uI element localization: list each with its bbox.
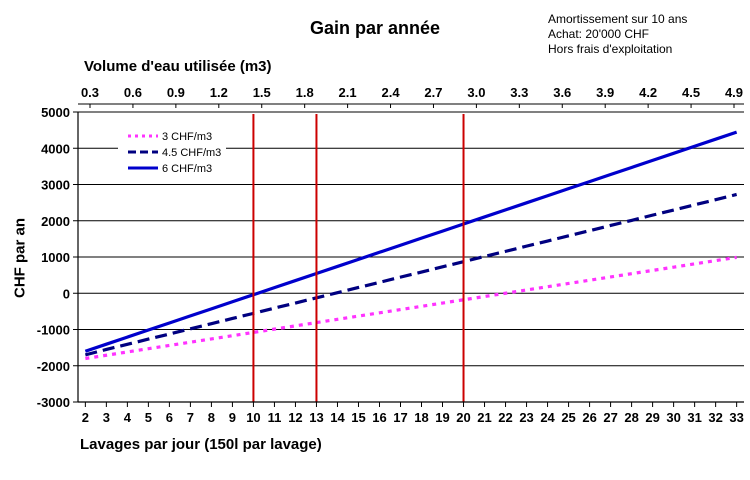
y-tick-label: 2000 <box>41 214 70 229</box>
x-tick-label: 15 <box>351 410 365 425</box>
y-tick-label: 0 <box>63 286 70 301</box>
x-tick-label: 22 <box>498 410 512 425</box>
x-tick-label: 5 <box>145 410 152 425</box>
x-tick-label: 12 <box>288 410 302 425</box>
x-tick-label: 27 <box>603 410 617 425</box>
x-tick-label: 32 <box>708 410 722 425</box>
x-tick-label: 6 <box>166 410 173 425</box>
x-tick-label: 3 <box>103 410 110 425</box>
x-tick-label: 28 <box>624 410 638 425</box>
x2-tick-label: 3.9 <box>596 85 614 100</box>
y-tick-label: -3000 <box>37 395 70 410</box>
x2-tick-label: 3.3 <box>510 85 528 100</box>
series-line-2 <box>84 192 738 357</box>
x-tick-label: 14 <box>330 410 345 425</box>
x2-axis-title: Volume d'eau utilisée (m3) <box>84 58 272 75</box>
x-tick-label: 23 <box>519 410 533 425</box>
x2-tick-label: 3.0 <box>467 85 485 100</box>
x2-tick-label: 2.1 <box>339 85 357 100</box>
note-purchase: Achat: 20'000 CHF <box>548 27 650 41</box>
x-tick-label: 25 <box>561 410 575 425</box>
y-tick-label: 3000 <box>41 178 70 193</box>
x2-tick-label: 4.9 <box>725 85 743 100</box>
legend-label: 4.5 CHF/m3 <box>162 147 221 159</box>
x-tick-label: 8 <box>208 410 215 425</box>
legend-label: 6 CHF/m3 <box>162 163 212 175</box>
legend-label: 3 CHF/m3 <box>162 131 212 143</box>
series-line-1 <box>85 255 737 361</box>
x-tick-label: 20 <box>456 410 470 425</box>
x-tick-label: 9 <box>229 410 236 425</box>
chart-title: Gain par année <box>309 18 441 38</box>
x2-tick-label: 0.3 <box>81 85 99 100</box>
x-tick-label: 30 <box>666 410 680 425</box>
x2-tick-label: 3.6 <box>553 85 571 100</box>
x-axis-title: Lavages par jour (150l par lavage) <box>80 436 322 453</box>
series-layer <box>84 130 738 361</box>
x2-tick-label: 0.9 <box>167 85 185 100</box>
x-tick-label: 24 <box>540 410 555 425</box>
y-tick-label: 4000 <box>41 141 70 156</box>
x-tick-label: 17 <box>393 410 407 425</box>
y-tick-label: 1000 <box>41 250 70 265</box>
x-tick-label: 29 <box>645 410 659 425</box>
x2-tick-label: 1.2 <box>210 85 228 100</box>
x2-tick-label: 1.8 <box>296 85 314 100</box>
grid-lines <box>78 111 744 403</box>
y-tick-label: -2000 <box>37 359 70 374</box>
x-tick-label: 7 <box>187 410 194 425</box>
x-tick-label: 2 <box>82 410 89 425</box>
x-tick-label: 10 <box>246 410 260 425</box>
x-tick-label: 18 <box>414 410 428 425</box>
x-tick-label: 31 <box>687 410 701 425</box>
vertical-markers <box>252 114 465 402</box>
note-costs: Hors frais d'exploitation <box>548 42 673 56</box>
legend: 3 CHF/m3 4.5 CHF/m3 6 CHF/m3 <box>118 126 226 178</box>
x-tick-label: 19 <box>435 410 449 425</box>
y-axis-title: CHF par an <box>11 217 29 299</box>
x2-tick-label: 1.5 <box>253 85 271 100</box>
note-amortization: Amortissement sur 10 ans <box>548 12 688 26</box>
series-line-3 <box>84 130 738 353</box>
x2-tick-label: 2.4 <box>381 85 400 100</box>
x2-tick-label: 0.6 <box>124 85 142 100</box>
x-tick-label: 11 <box>268 410 282 425</box>
x-tick-label: 26 <box>582 410 596 425</box>
axes <box>73 103 744 407</box>
x-tick-label: 16 <box>372 410 386 425</box>
x-tick-label: 21 <box>477 410 491 425</box>
x2-tick-label: 2.7 <box>424 85 442 100</box>
x2-tick-label: 4.2 <box>639 85 657 100</box>
x2-tick-label: 4.5 <box>682 85 700 100</box>
y-tick-label: 5000 <box>41 105 70 120</box>
x-tick-label: 13 <box>309 410 323 425</box>
x-tick-label: 4 <box>124 410 132 425</box>
y-tick-label: -1000 <box>37 323 70 338</box>
x-tick-label: 33 <box>729 410 743 425</box>
